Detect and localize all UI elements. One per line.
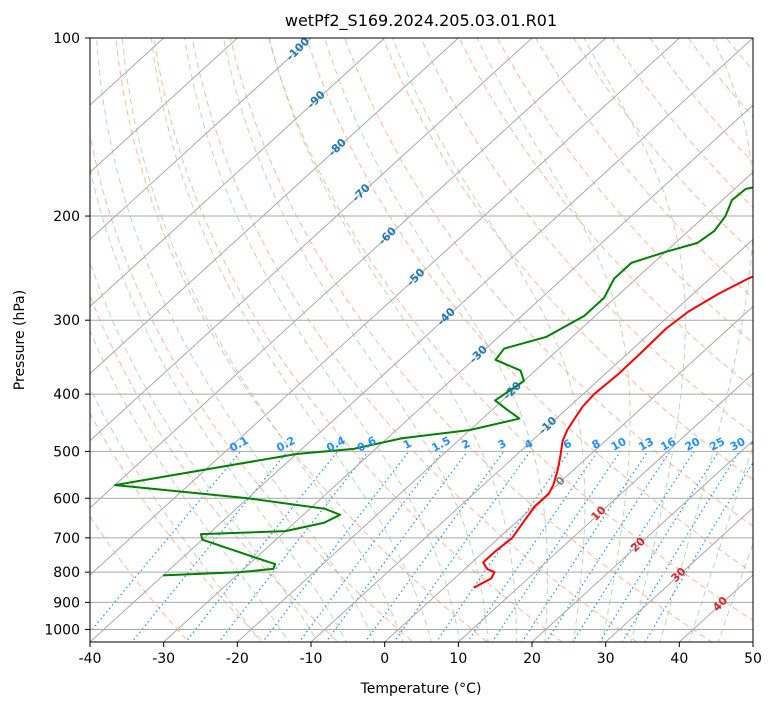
mixing-ratio-label: 10 xyxy=(609,435,629,454)
x-tick-label: 40 xyxy=(670,651,688,667)
mixing-ratio-line xyxy=(621,451,740,642)
isotherm-line xyxy=(90,38,607,509)
dry-adiabat-line xyxy=(611,38,753,209)
isotherm-line xyxy=(90,38,239,173)
plot-frame xyxy=(89,37,754,643)
mixing-ratio-line xyxy=(90,451,242,634)
mixing-ratio-line xyxy=(298,451,444,642)
x-axis-title: Temperature (°C) xyxy=(360,681,482,697)
y-axis-title: Pressure (hPa) xyxy=(12,290,28,390)
isotherm-line xyxy=(310,238,753,642)
x-tick-label: -10 xyxy=(300,651,323,667)
x-tick-label: -40 xyxy=(79,651,102,667)
moist-adiabat-line xyxy=(90,329,290,642)
isotherm-line xyxy=(90,38,533,442)
x-tick-label: 50 xyxy=(744,651,762,667)
x-tick-label: -20 xyxy=(226,651,249,667)
mixing-ratio-label: 36 xyxy=(749,435,769,454)
isotherm-line xyxy=(384,305,753,642)
x-tick-label: 20 xyxy=(523,651,541,667)
moist-adiabat-line xyxy=(659,38,753,642)
dry-adiabat-line xyxy=(458,38,753,389)
dry-adiabat-line xyxy=(90,294,339,642)
isotherm-line xyxy=(90,38,312,241)
dry-adiabat-line xyxy=(90,412,265,642)
x-tick-label: 10 xyxy=(449,651,467,667)
mixing-ratio-line xyxy=(435,451,570,642)
isotherm-line xyxy=(90,38,460,375)
mixing-ratio-line xyxy=(364,451,505,642)
dry-adiabat-line xyxy=(496,38,753,344)
mixing-ratio-line xyxy=(262,451,410,642)
mixing-ratio-label: 13 xyxy=(636,435,656,454)
isotherm-line xyxy=(605,507,753,642)
x-tick-label: 30 xyxy=(597,651,615,667)
mixing-ratio-label: 30 xyxy=(728,435,748,454)
isotherm-line xyxy=(90,38,681,576)
isobar-gridlines xyxy=(90,38,753,630)
dry-adiabats xyxy=(90,38,753,642)
chart-title: wetPf2_S169.2024.205.03.01.R01 xyxy=(285,11,557,31)
moist-adiabat-line xyxy=(184,38,461,642)
temperature-profile-line xyxy=(473,275,753,589)
y-tick-label: 900 xyxy=(53,595,80,611)
dry-adiabat-line xyxy=(90,132,414,642)
dry-adiabat-line xyxy=(267,38,753,622)
y-tick-label: 700 xyxy=(53,531,80,547)
isotherm-line xyxy=(90,38,386,308)
mixing-ratio-line xyxy=(393,451,531,642)
mixing-ratio-line xyxy=(491,451,621,642)
mixing-ratio-label: 25 xyxy=(707,435,727,454)
dry-adiabat-line xyxy=(153,38,564,642)
moist-adiabat-line xyxy=(222,38,489,642)
moist-adiabat-line xyxy=(392,38,586,642)
moist-adiabat-line xyxy=(324,38,549,642)
y-axis: 100 200 300 400 500 600 700 800 900 1000 xyxy=(44,31,90,638)
moist-adiabats xyxy=(90,38,753,642)
y-tick-label: 1000 xyxy=(44,622,80,638)
moist-adiabat-line xyxy=(121,38,404,642)
isotherm-line xyxy=(457,372,753,642)
isotherm-gridlines xyxy=(90,38,753,642)
y-tick-label: 200 xyxy=(53,209,80,225)
isotherm-line xyxy=(163,104,753,642)
moist-adiabat-line xyxy=(717,542,753,642)
mixing-ratio-label: 20 xyxy=(683,435,703,454)
x-tick-label: 0 xyxy=(380,651,389,667)
isotherm-line xyxy=(531,439,753,642)
dry-adiabat-line xyxy=(535,38,753,299)
moist-adiabat-line xyxy=(90,260,319,642)
mixing-ratio-line xyxy=(644,461,753,642)
x-axis: -40 -30 -20 -10 0 10 20 30 40 50 xyxy=(79,642,762,667)
moist-adiabat-line xyxy=(688,444,753,642)
dry-adiabat-line xyxy=(420,38,753,435)
y-tick-label: 100 xyxy=(53,31,80,47)
dry-adiabat-line xyxy=(573,38,753,254)
moist-adiabat-line xyxy=(150,38,432,642)
x-tick-label: -30 xyxy=(152,651,175,667)
dry-adiabat-line xyxy=(191,38,638,642)
moist-adiabat-line xyxy=(96,38,376,642)
dewpoint-profile-line xyxy=(113,186,753,577)
mixing-ratio-line xyxy=(325,451,469,642)
y-tick-label: 400 xyxy=(53,387,80,403)
y-tick-label: 500 xyxy=(53,444,80,460)
mixing-ratio-line xyxy=(599,451,720,642)
moist-adiabat-line xyxy=(90,387,261,642)
y-tick-label: 800 xyxy=(53,565,80,581)
y-tick-label: 600 xyxy=(53,491,80,507)
y-tick-label: 300 xyxy=(53,313,80,329)
moist-adiabat-line xyxy=(90,166,347,642)
dry-adiabat-line xyxy=(115,38,489,642)
moist-adiabat-line xyxy=(268,38,517,642)
isotherm-line xyxy=(236,171,753,642)
dry-adiabat-line xyxy=(382,38,753,481)
mixing-ratio-label: 16 xyxy=(658,435,678,454)
profile-series xyxy=(113,186,753,589)
